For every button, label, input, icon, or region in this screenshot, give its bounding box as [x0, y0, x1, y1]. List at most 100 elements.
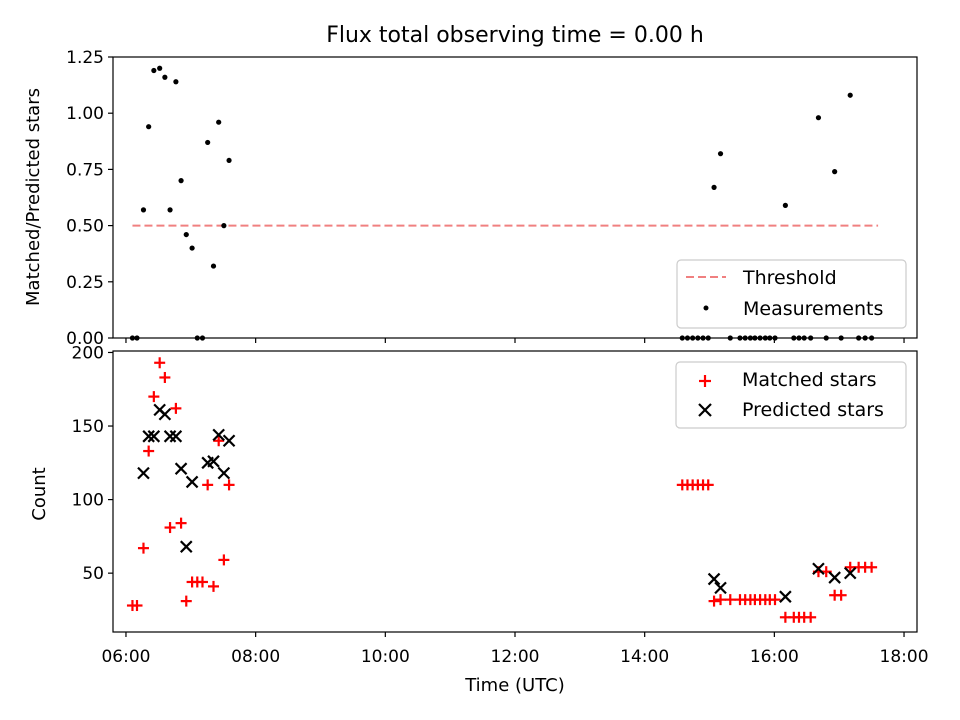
predicted-star-point	[714, 581, 727, 595]
measurement-point	[183, 231, 189, 238]
x-stroke	[714, 581, 727, 595]
predicted-star-point	[185, 475, 199, 489]
measurement-point	[832, 169, 838, 175]
x-axis-label: Time (UTC)	[464, 675, 565, 696]
matched-star-point	[805, 611, 817, 623]
x-stroke	[207, 455, 220, 468]
predicted-star-point	[147, 430, 161, 443]
bottom-plot-area: 50 100 150 200 06:00 08:00 10:00 12:00 14:00 16:0…	[72, 343, 929, 667]
x-stroke	[142, 430, 155, 443]
predicted-star-point	[212, 428, 225, 442]
measurement-point	[815, 115, 822, 121]
predicted-star-point	[174, 462, 188, 475]
bottom-legend: Matched stars Predicted stars	[675, 361, 907, 429]
predicted-star-point	[812, 562, 825, 576]
predicted-star-point	[158, 407, 172, 421]
matched-star-point	[159, 371, 171, 383]
measurement-point	[189, 245, 195, 251]
matched-star-point	[218, 554, 230, 566]
x-stroke	[212, 428, 225, 442]
x-tick-label: 06:00	[101, 647, 150, 667]
predicted-star-point	[169, 430, 183, 443]
matched-star-point	[702, 479, 714, 491]
x-stroke	[185, 475, 199, 489]
measurement-point	[205, 139, 211, 146]
x-tick-label: 10:00	[361, 647, 410, 667]
predicted-star-point	[217, 466, 231, 480]
x-stroke	[779, 590, 792, 603]
predicted-star-point	[707, 572, 721, 586]
x-tick-label: 08:00	[231, 647, 280, 667]
measurement-point	[717, 151, 724, 157]
predicted-star-point	[828, 571, 841, 584]
measurement-point	[173, 79, 179, 85]
measurement-point	[162, 74, 168, 80]
measurement-point	[782, 202, 788, 208]
bottom-y-tick-label: 150	[72, 417, 104, 437]
x-stroke	[137, 466, 150, 480]
measurement-point	[151, 67, 157, 74]
x-stroke	[217, 466, 231, 480]
matched-star-point	[196, 576, 208, 588]
x-stroke	[707, 572, 721, 586]
x-tick-label: 18:00	[880, 647, 929, 667]
x-stroke	[812, 562, 825, 576]
measurement-point	[216, 119, 222, 125]
x-stroke	[158, 407, 172, 421]
matched-star-point	[715, 594, 727, 606]
x-stroke	[147, 430, 161, 443]
matched-star-point	[180, 595, 192, 607]
top-legend: Threshold Measurements	[676, 259, 907, 329]
x-stroke	[179, 540, 193, 553]
matched-star-point	[708, 595, 720, 607]
matched-star-point	[866, 561, 878, 573]
predicted-star-point	[843, 566, 857, 580]
top-y-tick-label: 0.50	[66, 217, 104, 237]
threshold-legend-label: Threshold	[742, 267, 837, 289]
measurement-point	[157, 65, 163, 71]
matched-star-point	[223, 479, 235, 491]
matched-star-point	[175, 517, 187, 529]
matched-star-point	[213, 435, 225, 447]
predicted-star-point	[163, 430, 177, 443]
predicted-star-point	[222, 434, 236, 448]
measurement-point	[178, 178, 184, 184]
matched-legend-label: Matched stars	[742, 369, 876, 391]
matched-star-point	[131, 600, 143, 612]
top-chart-title: Flux total observing time = 0.00 h	[326, 23, 704, 48]
top-plot-area: 0.00 0.25 0.50 0.75 1.00 1.25	[66, 48, 918, 349]
matched-star-point	[154, 357, 166, 369]
bottom-y-axis-label: Count	[29, 467, 50, 520]
predicted-legend-label: Predicted stars	[742, 399, 884, 421]
matched-star-point	[137, 542, 149, 554]
measurement-point	[146, 124, 152, 130]
matched-star-point	[202, 479, 214, 491]
top-y-tick-label: 0.75	[66, 160, 104, 180]
matched-star-point	[769, 594, 781, 606]
matched-star-point	[164, 522, 176, 534]
x-stroke	[843, 566, 857, 580]
predicted-star-point	[137, 466, 150, 480]
matched-star-point	[143, 445, 155, 457]
x-stroke	[169, 430, 183, 443]
x-tick-label: 14:00	[620, 647, 669, 667]
measurement-point	[226, 157, 232, 164]
top-y-tick-label: 0.25	[66, 273, 104, 293]
matched-star-point	[724, 594, 736, 606]
top-legend-frame	[676, 259, 907, 329]
bottom-y-tick-label: 50	[82, 564, 104, 584]
x-stroke	[222, 434, 236, 448]
measurement-point	[711, 184, 717, 190]
measurement-point	[847, 92, 853, 98]
predicted-legend-marker	[698, 403, 712, 417]
matched-star-point	[835, 589, 847, 601]
measurement-point	[210, 263, 217, 269]
x-tick-label: 16:00	[750, 647, 799, 667]
bottom-y-tick-label: 100	[72, 491, 104, 511]
predicted-star-point	[779, 590, 792, 603]
top-y-tick-label: 0.00	[66, 329, 104, 349]
top-y-tick-label: 1.25	[66, 48, 104, 68]
x-stroke	[174, 462, 188, 475]
predicted-star-point	[179, 540, 193, 553]
